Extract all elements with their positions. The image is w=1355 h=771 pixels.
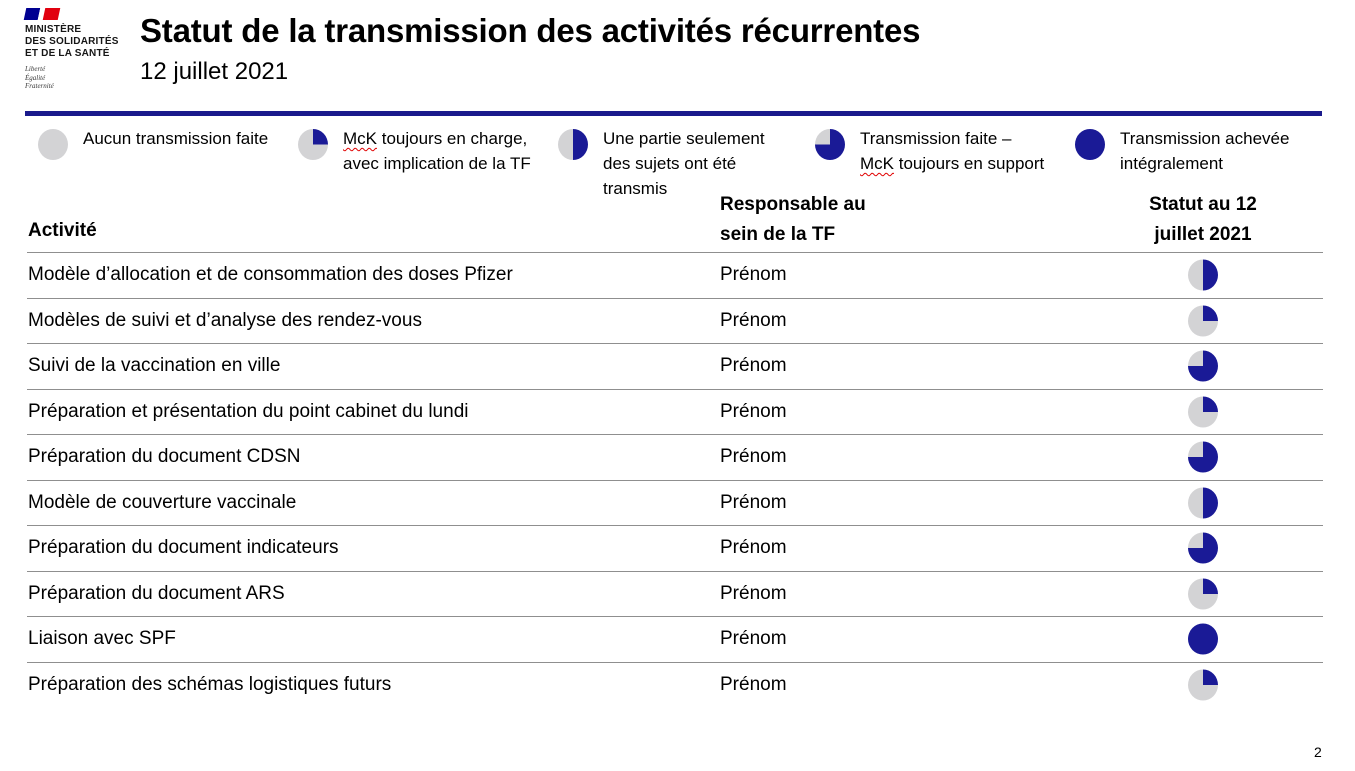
table-row: Préparation du document indicateurs Prén… [27, 526, 1323, 572]
status-harvey-ball-icon [1188, 259, 1218, 291]
legend-item: Une partie seulement des sujets ont été tr… [558, 129, 765, 201]
table-row: Liaison avec SPF Prénom [27, 617, 1323, 663]
table-row: Modèle de couverture vaccinale Prénom [27, 481, 1323, 526]
harvey-ball-icon [298, 129, 328, 160]
page-subtitle: 12 juillet 2021 [140, 58, 289, 85]
harvey-ball-icon [38, 129, 68, 160]
legend-item-label: Transmission achevée intégralement [1120, 129, 1290, 173]
status-harvey-ball-icon [1188, 305, 1218, 337]
table-row: Modèles de suivi et d’analyse des rendez… [27, 299, 1323, 344]
status-harvey-ball-icon [1188, 487, 1218, 519]
harvey-ball-icon [815, 129, 845, 160]
legend-item-label: McK toujours en charge, avec implication … [343, 129, 531, 173]
column-header-activity: Activité [28, 220, 97, 241]
status-table: Activité Responsable au sein de la TF Sta… [27, 188, 1323, 708]
status-harvey-ball-icon [1188, 532, 1218, 564]
ministry-name: MINISTÈRE DES SOLIDARITÉS ET DE LA SANTÉ [25, 24, 119, 59]
status-harvey-ball-icon [1188, 441, 1218, 473]
activity-cell: Préparation des schémas logistiques futu… [28, 674, 392, 696]
activity-cell: Modèle de couverture vaccinale [28, 491, 297, 513]
activity-cell: Préparation et présentation du point cab… [28, 400, 469, 422]
misspelled-word: McK [860, 154, 894, 173]
status-harvey-ball-icon [1188, 396, 1218, 428]
legend-item-label: Aucun transmission faite [83, 129, 269, 148]
legend-item-label: Une partie seulement des sujets ont été tr… [603, 129, 765, 198]
responsable-cell: Prénom [720, 491, 787, 513]
activity-cell: Suivi de la vaccination en ville [28, 355, 281, 377]
legend-item: Transmission faite – McK toujours en supp… [815, 129, 1044, 176]
status-harvey-ball-icon [1188, 350, 1218, 382]
responsable-cell: Prénom [720, 446, 787, 468]
status-harvey-ball-icon [1188, 578, 1218, 610]
table-row: Préparation du document CDSN Prénom [27, 435, 1323, 481]
legend-item: Aucun transmission faite [38, 129, 268, 160]
legend-item-label: Transmission faite – McK toujours en supp… [860, 129, 1045, 173]
responsable-cell: Prénom [720, 628, 787, 650]
french-flag-icon [23, 8, 63, 20]
header-divider [25, 111, 1322, 116]
activity-cell: Modèle d’allocation et de consommation d… [28, 264, 513, 286]
activity-cell: Modèles de suivi et d’analyse des rendez… [28, 309, 422, 331]
harvey-ball-icon [1075, 129, 1105, 160]
table-body: Modèle d’allocation et de consommation d… [27, 253, 1323, 708]
page-title: Statut de la transmission des activités … [140, 12, 921, 49]
page-number: 2 [1314, 744, 1322, 760]
responsable-cell: Prénom [720, 400, 787, 422]
activity-cell: Préparation du document indicateurs [28, 537, 339, 559]
activity-cell: Liaison avec SPF [28, 628, 176, 650]
table-row: Préparation du document ARS Prénom [27, 572, 1323, 617]
table-row: Préparation des schémas logistiques futu… [27, 663, 1323, 709]
ministry-logo: MINISTÈRE DES SOLIDARITÉS ET DE LA SANTÉ L… [23, 8, 137, 91]
responsable-cell: Prénom [720, 309, 787, 331]
status-harvey-ball-icon [1188, 623, 1218, 655]
activity-cell: Préparation du document CDSN [28, 446, 301, 468]
legend-item: McK toujours en charge, avec implication … [298, 129, 531, 176]
responsable-cell: Prénom [720, 674, 787, 696]
column-header-status: Statut au 12 juillet 2021 [1149, 194, 1257, 245]
responsable-cell: Prénom [720, 264, 787, 286]
misspelled-word: McK [343, 129, 377, 148]
responsable-cell: Prénom [720, 355, 787, 377]
column-header-responsable: Responsable au sein de la TF [720, 194, 866, 245]
harvey-ball-icon [558, 129, 588, 160]
legend: Aucun transmission faite McK toujours en… [0, 129, 1355, 205]
activity-cell: Préparation du document ARS [28, 582, 285, 604]
table-header-row: Activité Responsable au sein de la TF Sta… [27, 188, 1323, 253]
status-harvey-ball-icon [1188, 669, 1218, 701]
table-row: Suivi de la vaccination en ville Prénom [27, 344, 1323, 390]
responsable-cell: Prénom [720, 582, 787, 604]
table-row: Modèle d’allocation et de consommation d… [27, 253, 1323, 299]
responsable-cell: Prénom [720, 537, 787, 559]
ministry-motto: Liberté Égalité Fraternité [25, 65, 54, 90]
legend-item: Transmission achevée intégralement [1075, 129, 1289, 176]
table-row: Préparation et présentation du point cab… [27, 390, 1323, 435]
